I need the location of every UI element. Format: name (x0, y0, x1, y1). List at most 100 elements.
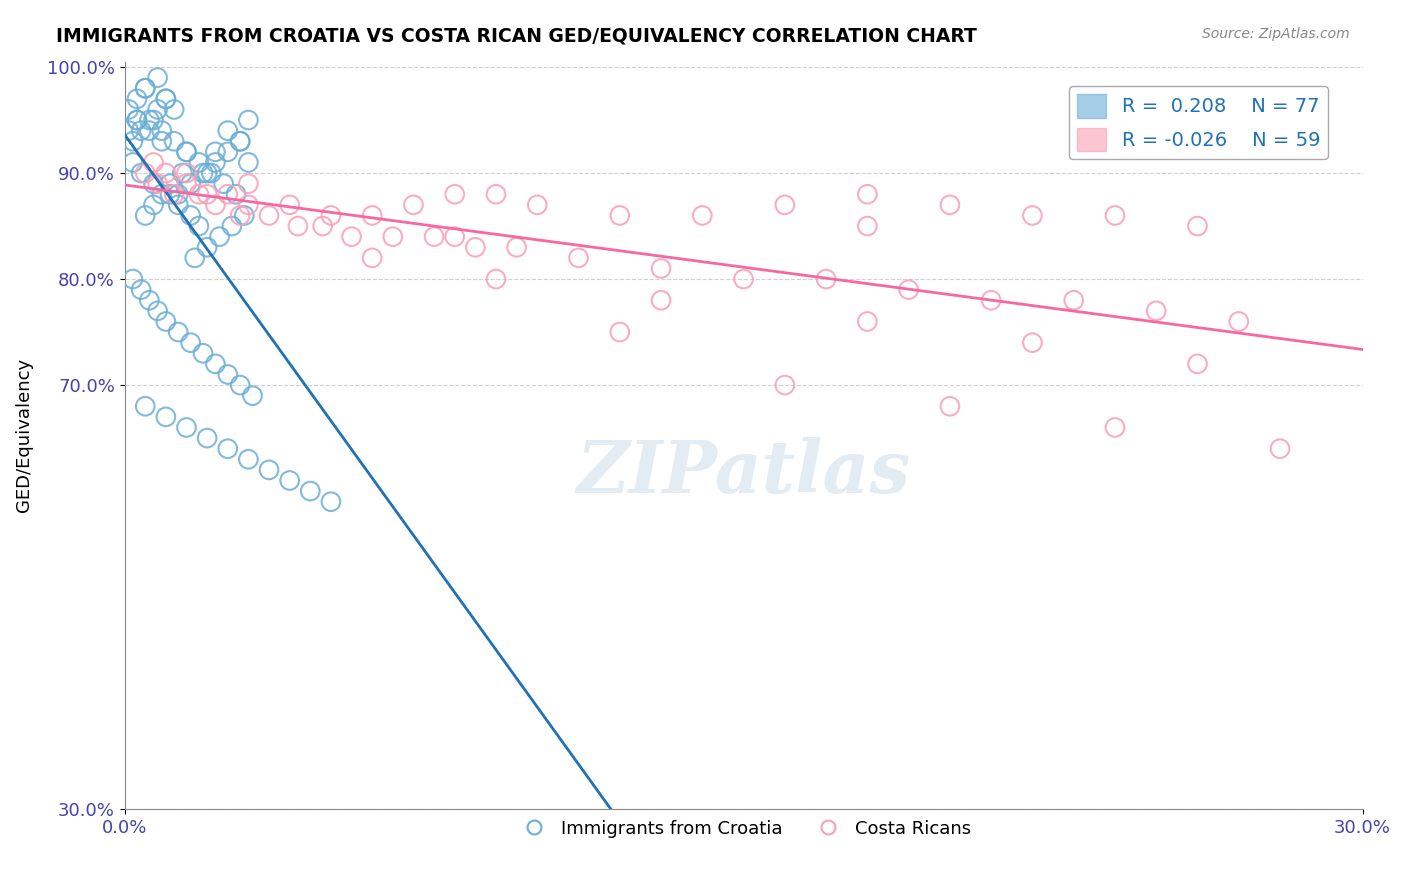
Point (238, 113, 260, 128)
Point (167, 325, 190, 339)
Point (195, 240, 218, 254)
Point (650, 261, 672, 276)
Point (238, 155, 260, 169)
Point (257, 463, 280, 477)
Point (138, 293, 160, 308)
Point (204, 198, 226, 212)
Point (773, 198, 796, 212)
Point (155, 314, 177, 328)
Point (146, 103, 169, 117)
Point (1187, 357, 1209, 371)
Point (229, 209, 252, 223)
Point (155, 409, 177, 424)
Point (980, 293, 1002, 308)
Point (609, 325, 631, 339)
Point (176, 145, 198, 159)
Point (856, 187, 879, 202)
Point (1021, 209, 1043, 223)
Point (1104, 420, 1126, 434)
Point (361, 209, 384, 223)
Point (939, 399, 962, 413)
Point (319, 494, 342, 508)
Point (733, 272, 755, 286)
Point (176, 420, 198, 434)
Point (505, 240, 527, 254)
Point (208, 229, 231, 244)
Point (485, 187, 508, 202)
Point (167, 198, 190, 212)
Point (319, 209, 342, 223)
Point (402, 198, 425, 212)
Point (423, 229, 446, 244)
Point (312, 219, 335, 233)
Point (191, 166, 214, 180)
Point (856, 314, 879, 328)
Point (1144, 304, 1167, 318)
Point (815, 272, 838, 286)
Point (150, 123, 173, 137)
Point (204, 145, 226, 159)
Point (204, 357, 226, 371)
Point (163, 187, 186, 202)
Point (195, 187, 218, 202)
Point (146, 304, 169, 318)
Point (146, 70, 169, 85)
Point (163, 103, 186, 117)
Point (142, 198, 165, 212)
Point (167, 187, 190, 202)
Point (609, 209, 631, 223)
Point (229, 134, 252, 148)
Point (278, 198, 301, 212)
Point (146, 177, 169, 191)
Point (526, 198, 548, 212)
Point (150, 134, 173, 148)
Legend: Immigrants from Croatia, Costa Ricans: Immigrants from Croatia, Costa Ricans (509, 813, 979, 845)
Point (187, 155, 209, 169)
Point (150, 187, 173, 202)
Point (773, 378, 796, 392)
Point (225, 187, 247, 202)
Point (278, 474, 301, 488)
Point (195, 431, 218, 445)
Point (121, 155, 143, 169)
Point (134, 81, 156, 95)
Point (1187, 219, 1209, 233)
Point (187, 187, 209, 202)
Point (134, 166, 156, 180)
Point (381, 229, 404, 244)
Point (125, 113, 148, 128)
Point (176, 177, 198, 191)
Point (142, 155, 165, 169)
Point (187, 219, 209, 233)
Point (176, 145, 198, 159)
Point (195, 166, 218, 180)
Point (204, 155, 226, 169)
Point (138, 123, 160, 137)
Point (897, 283, 920, 297)
Point (155, 92, 177, 106)
Point (1021, 335, 1043, 350)
Point (443, 229, 465, 244)
Point (464, 240, 486, 254)
Point (221, 219, 243, 233)
Point (134, 81, 156, 95)
Point (567, 251, 589, 265)
Point (257, 209, 280, 223)
Point (217, 187, 239, 202)
Point (856, 219, 879, 233)
Point (217, 368, 239, 382)
Point (340, 229, 363, 244)
Point (134, 209, 156, 223)
Point (176, 166, 198, 180)
Point (163, 134, 186, 148)
Point (939, 198, 962, 212)
Point (1227, 314, 1250, 328)
Point (138, 113, 160, 128)
Point (180, 177, 202, 191)
Point (155, 92, 177, 106)
Point (287, 219, 309, 233)
Point (299, 484, 322, 499)
Point (142, 177, 165, 191)
Point (125, 92, 148, 106)
Point (238, 452, 260, 467)
